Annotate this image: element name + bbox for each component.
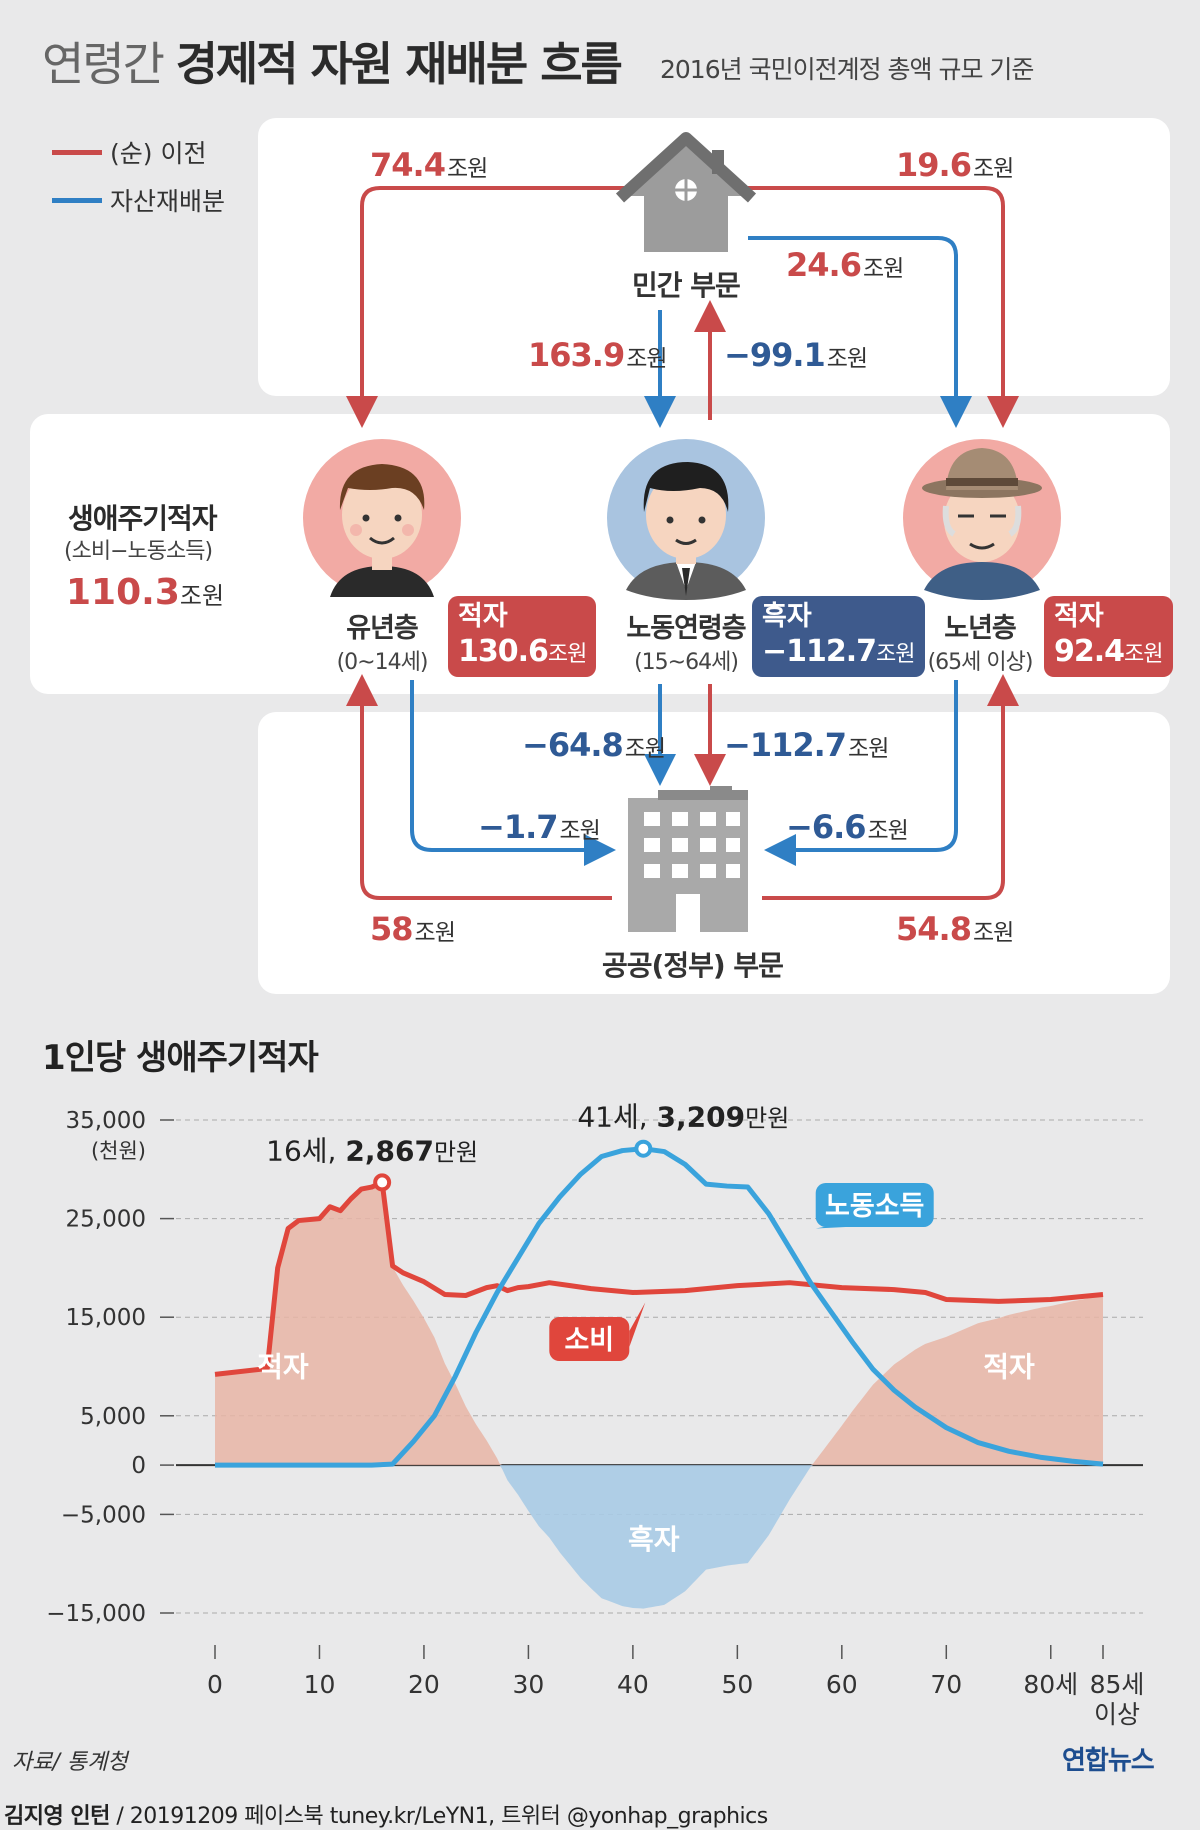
x-tick-label: 85세 [1090,1670,1145,1699]
page-title: 연령간 경제적 자원 재배분 흐름 [42,28,623,94]
house-icon [615,132,757,252]
private-sector-label: 민간 부문 [632,269,741,302]
group-working-status: 흑자 [762,601,812,632]
credit-line: 김지영 인턴 / 20191209 페이스북 tuney.kr/LeYN1, 트… [4,1798,768,1830]
amount-private-to-youth: 74.4조원 [370,146,488,184]
y-unit-label: (천원) [91,1139,146,1163]
group-elderly-badge: 적자 92.4조원 [1044,596,1173,677]
author-name: 김지영 인턴 [4,1804,110,1829]
x-tick-label: 60 [826,1670,858,1699]
arrow-youth-asset-to-public [410,680,616,866]
y-tick-label: −5,000 [61,1502,146,1528]
arrow-elderly-asset-to-public [764,680,958,866]
public-sector-label: 공공(정부) 부문 [602,949,784,982]
amount-working-asset-to-public: −64.8조원 [522,726,666,764]
amount-private-to-elderly: 19.6조원 [896,146,1014,184]
group-working-badge: 흑자 −112.7조원 [752,596,925,677]
legend-asset-label: 자산재배분 [110,187,226,216]
group-youth-range: (0~14세) [336,650,429,675]
x-tick-label: 40 [617,1670,649,1699]
youth-face-icon [303,439,461,597]
consumption-label-bg [549,1317,630,1362]
amount-private-asset-to-elderly: 24.6조원 [786,246,904,284]
labor-income-line [215,1146,1104,1468]
arrow-public-to-youth [346,674,612,900]
x-tick-label: 10 [304,1670,336,1699]
group-working-value: −112.7조원 [762,634,916,669]
chart-title: 1인당 생애주기적자 [42,1038,319,1078]
deficit-area [215,1182,1103,1466]
x-tick-label: 70 [930,1670,962,1699]
source-note: 자료/ 통계청 [12,1750,128,1775]
x-tick-label: 30 [513,1670,545,1699]
arrow-private-to-elderly [748,186,1019,428]
legend-transfer-swatch [52,150,102,155]
labor-income-label-pointer [815,1226,846,1229]
flow-diagram [303,132,1061,932]
labor-income-label-bg [815,1182,934,1227]
x-tick-label: 80세 [1023,1670,1078,1699]
amount-public-to-youth: 58조원 [370,910,456,948]
arrow-private-to-youth [346,186,632,428]
surplus-area [215,1465,1103,1609]
group-youth-name: 유년층 [346,613,419,644]
consumption-line [214,1179,1104,1377]
credit-text: / 20191209 페이스북 tuney.kr/LeYN1, 트위터 @yon… [116,1804,768,1829]
peak-label: 16세, 2,867만원 [266,1134,478,1167]
labor-income-label: 노동소득 [825,1191,924,1222]
building-icon [628,786,748,932]
amount-elderly-asset-to-public: −6.6조원 [786,808,909,846]
amount-youth-asset-to-public: −1.7조원 [478,808,601,846]
amount-working-to-public: −112.7조원 [724,726,889,764]
y-tick-label: 35,000 [66,1108,146,1134]
peak-marker [634,1139,653,1158]
x-tick-label: 0 [207,1670,223,1699]
title-light: 연령간 [42,37,165,91]
legend-transfer-label: (순) 이전 [110,139,207,168]
y-tick-label: 15,000 [66,1305,146,1331]
yonhap-logo: 연합뉴스 [1062,1746,1155,1776]
x-tick-label: 50 [721,1670,753,1699]
group-youth-value: 130.6조원 [458,634,587,669]
elderly-face-icon [903,439,1061,600]
group-elderly-range: (65세 이상) [927,650,1034,675]
title-bold: 경제적 자원 재배분 흐름 [175,37,623,91]
page-subtitle: 2016년 국민이전계정 총액 규모 기준 [660,55,1034,84]
adult-face-icon [607,439,765,600]
legend-asset-swatch [52,198,102,203]
amount-working-to-private: −99.1조원 [724,336,868,374]
amount-public-to-elderly: 54.8조원 [896,910,1014,948]
area-label: 적자 [983,1350,1035,1383]
consumption-label-pointer [629,1302,646,1348]
group-elderly-status: 적자 [1054,601,1104,632]
y-tick-label: 25,000 [66,1207,146,1233]
lifecycle-deficit-formula: (소비−노동소득) [64,539,213,564]
group-elderly-value: 92.4조원 [1054,634,1164,669]
x-tick-label: 20 [408,1670,440,1699]
group-working-name: 노동연령층 [626,613,746,644]
lifecycle-chart: 35,000 25,000 15,000 5,000 0 −5,000 −15,000 (천원… [46,1101,1145,1729]
area-label: 흑자 [628,1523,680,1556]
lifecycle-deficit-total: 110.3조원 [66,572,225,613]
arrow-private-asset-to-elderly [748,236,972,428]
group-working-range: (15~64세) [634,650,739,675]
peak-label: 41세, 3,209만원 [577,1101,789,1134]
area-label: 적자 [257,1350,309,1383]
lifecycle-deficit-label: 생애주기적자 [68,502,218,535]
y-tick-label: 0 [131,1453,146,1479]
group-youth-badge: 적자 130.6조원 [448,596,597,677]
peak-marker [373,1173,392,1192]
consumption-label: 소비 [564,1325,614,1356]
amount-private-to-working: 163.9조원 [528,336,668,374]
group-elderly-name: 노년층 [944,613,1017,644]
x-tick-label: 이상 [1094,1700,1140,1729]
y-tick-label: 5,000 [80,1404,146,1430]
group-youth-status: 적자 [458,601,508,632]
arrow-public-to-elderly [762,674,1019,900]
y-tick-label: −15,000 [46,1601,146,1627]
